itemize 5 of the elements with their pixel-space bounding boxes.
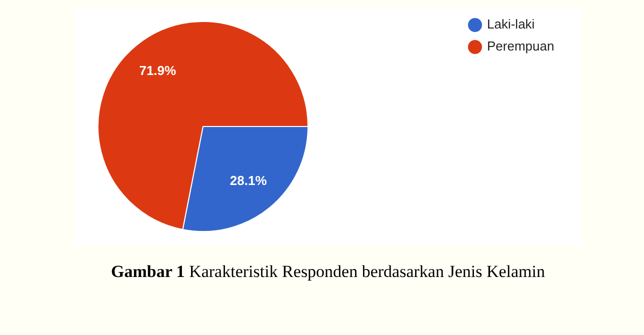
legend-label: Laki-laki: [487, 16, 535, 32]
legend-label: Perempuan: [487, 38, 554, 54]
data-label: 71.9%: [139, 62, 177, 78]
text: Gambar 1 Karakteristik Responden berdasarkan Jenis Kelamin: [110, 262, 546, 282]
data-label: 28.1%: [230, 173, 268, 188]
